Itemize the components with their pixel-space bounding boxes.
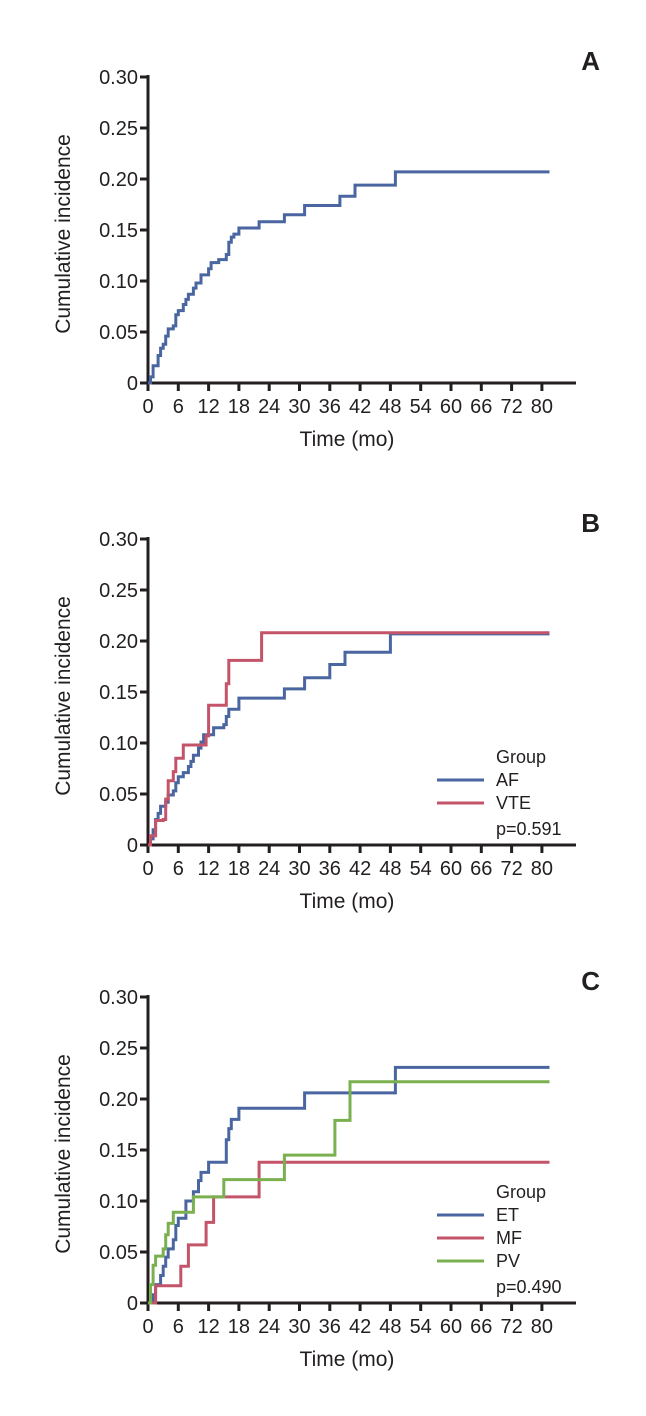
y-axis-title: Cumulative incidence bbox=[52, 1054, 75, 1254]
y-tick-label: 0.15 bbox=[99, 1140, 138, 1162]
x-tick-label: 80 bbox=[531, 396, 553, 418]
y-tick-label: 0.10 bbox=[99, 271, 138, 293]
x-tick-label: 36 bbox=[319, 1316, 341, 1338]
y-tick-label: 0.20 bbox=[99, 1089, 138, 1111]
panel-c: C00.050.100.150.200.250.300 6 12 18 24 30 36 42… bbox=[52, 966, 600, 1371]
series-line-mf bbox=[148, 1160, 550, 1305]
x-tick-label: 42 bbox=[349, 1316, 371, 1338]
legend-label-pv: PV bbox=[496, 1251, 520, 1271]
panel-label: B bbox=[581, 508, 600, 538]
x-tick-label: 66 bbox=[470, 858, 492, 880]
y-axis-title: Cumulative incidence bbox=[52, 134, 75, 334]
y-tick-label: 0.30 bbox=[99, 67, 138, 89]
x-tick-label: 54 bbox=[410, 858, 432, 880]
y-tick-label: 0.25 bbox=[99, 1038, 138, 1060]
x-tick-label: 18 bbox=[228, 396, 250, 418]
series-line-all bbox=[148, 170, 550, 385]
y-tick-label: 0.20 bbox=[99, 169, 138, 191]
y-tick-label: 0 bbox=[127, 373, 138, 395]
x-tick-label: 6 bbox=[173, 396, 184, 418]
x-tick-label: 0 bbox=[142, 858, 153, 880]
x-axis-title: Time (mo) bbox=[300, 890, 395, 913]
y-tick-label: 0.05 bbox=[99, 784, 138, 806]
x-tick-label: 72 bbox=[500, 1316, 522, 1338]
x-tick-label: 60 bbox=[440, 396, 462, 418]
y-tick-label: 0.20 bbox=[99, 631, 138, 653]
x-tick-label: 66 bbox=[470, 1316, 492, 1338]
y-tick-label: 0.15 bbox=[99, 220, 138, 242]
y-tick-label: 0.05 bbox=[99, 322, 138, 344]
y-tick-label: 0.25 bbox=[99, 580, 138, 602]
x-tick-label: 18 bbox=[228, 1316, 250, 1338]
x-tick-label: 48 bbox=[379, 858, 401, 880]
y-tick-label: 0.30 bbox=[99, 529, 138, 551]
y-tick-label: 0.10 bbox=[99, 1191, 138, 1213]
series-line-af bbox=[148, 632, 550, 847]
x-tick-label: 60 bbox=[440, 858, 462, 880]
x-tick-label: 54 bbox=[410, 1316, 432, 1338]
y-tick-label: 0 bbox=[127, 835, 138, 857]
x-tick-label: 36 bbox=[319, 396, 341, 418]
x-tick-label: 80 bbox=[531, 1316, 553, 1338]
x-tick-label: 60 bbox=[440, 1316, 462, 1338]
p-value: p=0.591 bbox=[496, 819, 562, 839]
panel-label: A bbox=[581, 46, 600, 76]
x-tick-label: 42 bbox=[349, 858, 371, 880]
x-axis-title: Time (mo) bbox=[300, 1348, 395, 1371]
x-tick-label: 24 bbox=[258, 858, 280, 880]
panel-a: A00.050.100.150.200.250.300 6 12 18 24 30 36 42… bbox=[52, 46, 600, 451]
series-line-vte bbox=[148, 631, 550, 847]
x-tick-label: 36 bbox=[319, 858, 341, 880]
x-tick-label: 48 bbox=[379, 1316, 401, 1338]
x-tick-label: 24 bbox=[258, 396, 280, 418]
x-tick-label: 30 bbox=[288, 1316, 310, 1338]
y-axis-title: Cumulative incidence bbox=[52, 596, 75, 796]
x-tick-label: 72 bbox=[500, 396, 522, 418]
x-tick-label: 42 bbox=[349, 396, 371, 418]
x-tick-label: 30 bbox=[288, 858, 310, 880]
y-tick-label: 0.05 bbox=[99, 1242, 138, 1264]
x-tick-label: 6 bbox=[173, 858, 184, 880]
legend-label-mf: MF bbox=[496, 1228, 522, 1248]
y-tick-label: 0.10 bbox=[99, 733, 138, 755]
x-tick-label: 72 bbox=[500, 858, 522, 880]
x-tick-label: 48 bbox=[379, 396, 401, 418]
legend-label-et: ET bbox=[496, 1205, 519, 1225]
x-tick-label: 0 bbox=[142, 1316, 153, 1338]
x-tick-label: 30 bbox=[288, 396, 310, 418]
x-tick-label: 18 bbox=[228, 858, 250, 880]
x-tick-label: 12 bbox=[197, 858, 219, 880]
series-line-pv bbox=[148, 1080, 550, 1305]
x-tick-label: 80 bbox=[531, 858, 553, 880]
x-tick-label: 24 bbox=[258, 1316, 280, 1338]
x-tick-label: 54 bbox=[410, 396, 432, 418]
x-axis-title: Time (mo) bbox=[300, 428, 395, 451]
panel-label: C bbox=[581, 966, 600, 996]
series-line-et bbox=[148, 1065, 550, 1305]
y-tick-label: 0.25 bbox=[99, 118, 138, 140]
x-tick-label: 6 bbox=[173, 1316, 184, 1338]
legend-title: Group bbox=[496, 1182, 546, 1202]
panel-b: B00.050.100.150.200.250.300 6 12 18 24 30 36 42… bbox=[52, 508, 600, 913]
x-tick-label: 66 bbox=[470, 396, 492, 418]
y-tick-label: 0.30 bbox=[99, 987, 138, 1009]
x-tick-label: 0 bbox=[142, 396, 153, 418]
x-tick-label: 12 bbox=[197, 396, 219, 418]
legend-title: Group bbox=[496, 747, 546, 767]
legend-label-vte: VTE bbox=[496, 793, 531, 813]
y-tick-label: 0 bbox=[127, 1293, 138, 1315]
x-tick-label: 12 bbox=[197, 1316, 219, 1338]
y-tick-label: 0.15 bbox=[99, 682, 138, 704]
p-value: p=0.490 bbox=[496, 1277, 562, 1297]
legend-label-af: AF bbox=[496, 770, 519, 790]
